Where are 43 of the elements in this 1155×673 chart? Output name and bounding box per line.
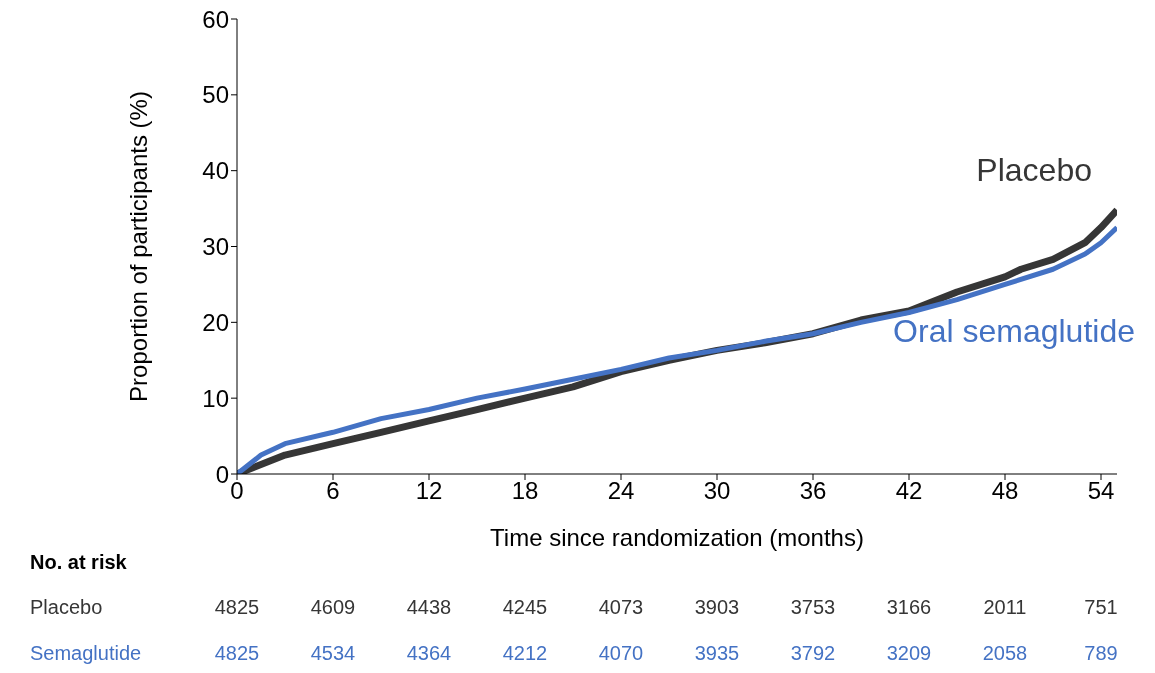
text: 4070 <box>597 642 645 665</box>
text: 3792 <box>789 642 837 665</box>
text: 4212 <box>501 642 549 665</box>
x-tick-label: 36 <box>799 477 827 505</box>
text: No. at risk <box>30 551 127 574</box>
text: 2011 <box>982 596 1028 619</box>
y-tick-label: 30 <box>202 233 229 261</box>
x-tick-label: 48 <box>991 477 1019 505</box>
text: 4364 <box>405 642 453 665</box>
x-tick-label: 42 <box>895 477 923 505</box>
text: 3935 <box>693 642 741 665</box>
text: 2058 <box>981 642 1029 665</box>
text: 4534 <box>309 642 357 665</box>
text: 4245 <box>501 596 549 619</box>
text: 4825 <box>213 642 261 665</box>
text: 4073 <box>597 596 645 619</box>
x-axis-title: Time since randomization (months) <box>490 524 864 551</box>
y-tick-label: 50 <box>202 81 229 109</box>
text: 4438 <box>405 596 453 619</box>
text: 4609 <box>309 596 357 619</box>
series-label: Placebo <box>976 152 1092 190</box>
x-tick-label: 12 <box>415 477 443 505</box>
text: 751 <box>1083 596 1119 619</box>
y-axis-title: Proportion of participants (%) <box>124 91 152 402</box>
text: 3166 <box>885 596 933 619</box>
text: 3903 <box>693 596 741 619</box>
x-tick-label: 6 <box>326 477 340 505</box>
x-tick-label: 30 <box>703 477 731 505</box>
text: 3209 <box>885 642 933 665</box>
text: 4825 <box>213 596 261 619</box>
y-tick-label: 20 <box>202 308 229 336</box>
text: 789 <box>1083 642 1119 665</box>
x-tick-label: 24 <box>607 477 635 505</box>
x-tick-label: 54 <box>1087 477 1115 505</box>
y-tick-label: 10 <box>202 384 229 412</box>
y-tick-label: 40 <box>202 157 229 185</box>
y-tick-label: 60 <box>202 5 229 33</box>
y-tick-label: 0 <box>215 460 229 488</box>
text: Semaglutide <box>30 642 142 665</box>
x-tick-label: 18 <box>511 477 539 505</box>
series-label: Oral semaglutide <box>893 312 1135 350</box>
text: Placebo <box>30 596 103 619</box>
text: 3753 <box>789 596 837 619</box>
